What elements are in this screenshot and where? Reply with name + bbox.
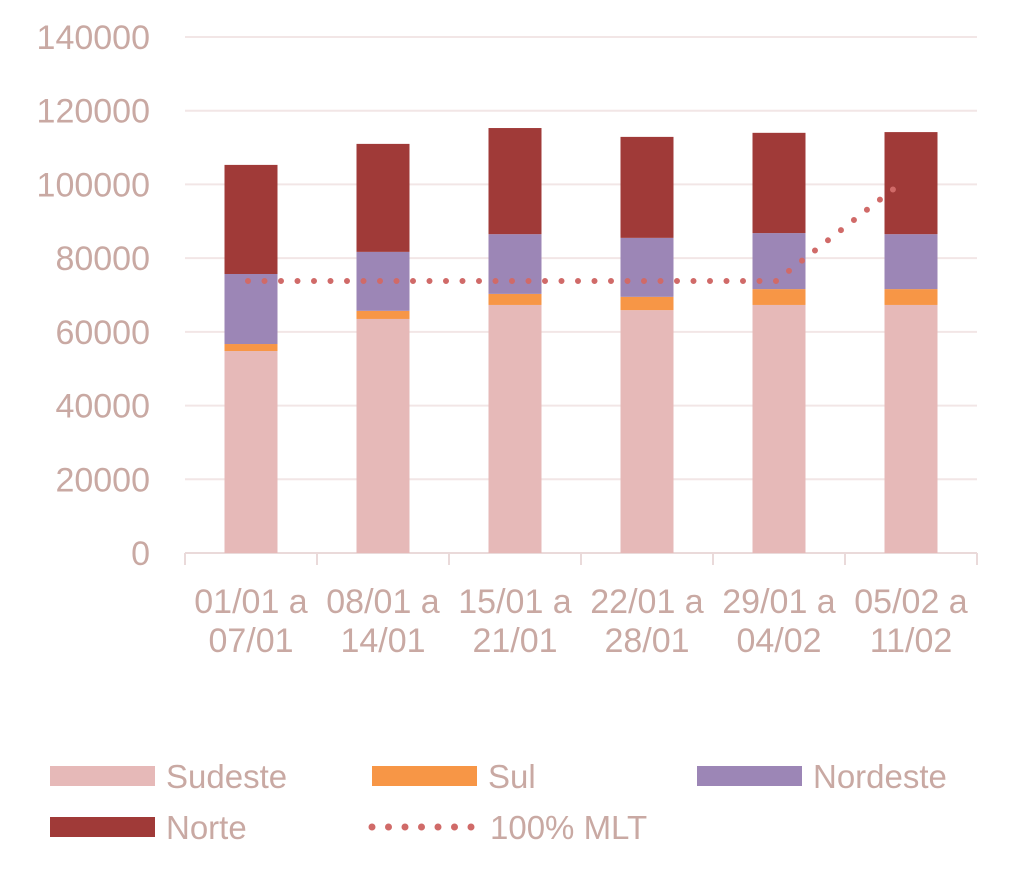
legend-swatch-norte [50,817,155,837]
bar-nordeste [620,237,674,297]
x-tick-label: 11/02 [870,622,953,660]
bar-nordeste [224,273,278,345]
x-tick-label: 05/02 a [854,583,968,621]
legend-label-norte: Norte [166,809,247,846]
bar-nordeste [884,234,938,290]
x-tick-label: 28/01 [604,622,689,660]
legend-label-sudeste: Sudeste [166,758,287,795]
y-tick-label: 80000 [55,240,150,278]
x-tick-label: 01/01 a [194,583,308,621]
legend-label-nordeste: Nordeste [813,758,947,795]
y-tick-label: 40000 [55,388,150,426]
legend-label-sul: Sul [488,758,536,795]
legend-swatch-sudeste [50,766,155,786]
bar-sul [884,289,938,305]
bar-norte [356,143,410,252]
bar-nordeste [488,234,542,294]
bar-norte [884,132,938,235]
legend-swatch-sul [372,766,477,786]
x-tick-label: 15/01 a [458,583,572,621]
bar-sudeste [884,304,938,553]
y-tick-label: 140000 [37,19,150,57]
bar-sul [752,289,806,305]
legend-label-mlt: 100% MLT [490,809,647,846]
bar-sul [356,310,410,319]
bar-norte [752,132,806,234]
legend-swatch-nordeste [697,766,802,786]
bar-norte [488,128,542,235]
bar-sudeste [620,310,674,553]
x-tick-label: 08/01 a [326,583,440,621]
x-tick-label: 14/01 [340,622,425,660]
y-tick-label: 100000 [37,166,150,204]
x-tick-label: 22/01 a [590,583,704,621]
y-tick-label: 20000 [55,461,150,499]
line-100-mlt [245,177,908,284]
bar-sudeste [752,304,806,553]
bar-sudeste [356,318,410,553]
bar-sul [620,296,674,311]
bar-sul [224,344,278,352]
bar-norte [620,136,674,238]
x-tick-label: 21/01 [472,622,557,660]
bar-norte [224,164,278,274]
x-tick-label: 29/01 a [722,583,836,621]
y-tick-label: 0 [131,535,150,573]
y-tick-label: 60000 [55,314,150,352]
y-tick-label: 120000 [37,93,150,131]
bar-sudeste [488,304,542,553]
x-tick-label: 07/01 [208,622,293,660]
x-tick-label: 04/02 [736,622,821,660]
bar-sudeste [224,351,278,553]
bar-sul [488,293,542,305]
